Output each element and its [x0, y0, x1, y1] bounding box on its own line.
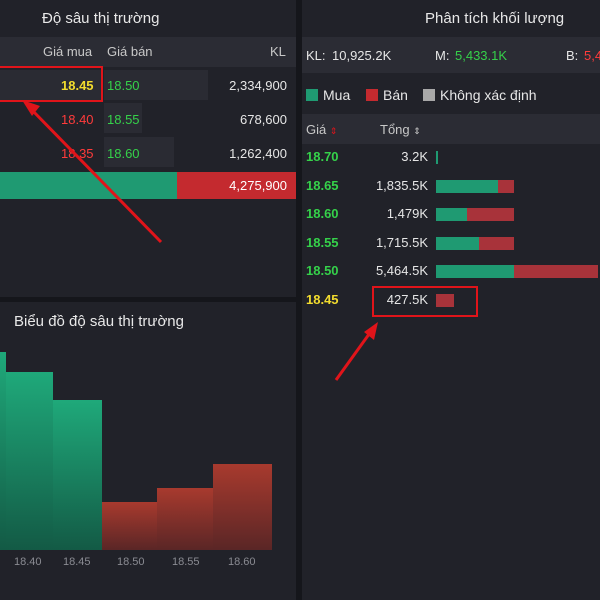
volume-row-price: 18.70: [306, 149, 339, 164]
arrow-line: [334, 329, 374, 381]
volume-row-total: 3.2K: [401, 149, 428, 164]
b-label: B:: [566, 48, 579, 63]
volume-row-price: 18.50: [306, 263, 339, 278]
highlight-box: [372, 286, 478, 317]
x-tick-label: 18.45: [63, 556, 91, 568]
legend-unknown-label: Không xác định: [440, 87, 537, 103]
arrowhead: [364, 322, 378, 340]
ask-volume: 678,600: [240, 112, 287, 127]
depth-chart-panel: Biểu đồ độ sâu thị trường 18.40 18.45 18…: [0, 302, 296, 600]
arrow-line: [28, 106, 163, 244]
volume-row-price: 18.55: [306, 234, 339, 250]
volume-row[interactable]: 18.70 3.2K: [302, 143, 600, 171]
legend-buy: Mua: [306, 87, 350, 103]
buy-depth-step: [0, 352, 6, 550]
highlight-box: [0, 66, 103, 102]
volume-row[interactable]: 18.60 1,479K: [302, 200, 600, 228]
total-sort-header[interactable]: Tổng ⇕: [380, 122, 421, 137]
market-depth-title: Độ sâu thị trường: [42, 10, 160, 27]
ask-price[interactable]: 18.50: [107, 78, 140, 93]
kl-label: KL:: [306, 48, 326, 63]
volume-row[interactable]: 18.55 1,715.5K: [302, 229, 600, 257]
buy-volume-bar: [436, 265, 514, 278]
volume-summary-bar: KL: 10,925.2K M: 5,433.1K B: 5,4: [302, 37, 600, 73]
buy-volume-bar: [436, 208, 467, 221]
total-ask-bar: [177, 172, 296, 199]
sell-volume-bar: [498, 179, 514, 193]
volume-row-total: 1,715.5K: [375, 234, 428, 250]
sell-volume-bar: [436, 293, 454, 307]
volume-row[interactable]: 18.65 1,835.5K: [302, 172, 600, 200]
sell-depth-step: [157, 488, 213, 550]
ask-row-bg: [104, 137, 174, 167]
b-value: 5,4: [584, 48, 600, 63]
total-ask-volume: 4,275,900: [229, 178, 287, 193]
legend-unknown: Không xác định: [423, 87, 537, 103]
volume-row-total: 427.5K: [386, 291, 428, 307]
bid-price[interactable]: 18.40: [61, 112, 94, 127]
arrowhead: [22, 100, 40, 116]
bid-price-header: Giá mua: [43, 44, 93, 59]
market-depth-panel: Độ sâu thị trường Giá mua Giá bán KL 18.…: [0, 0, 296, 297]
volume-row-total: 5,464.5K: [375, 263, 428, 278]
ask-price[interactable]: 18.55: [107, 112, 140, 127]
volume-row-price: 18.65: [306, 177, 339, 193]
buy-depth-step: [53, 400, 102, 550]
sort-icon: ⇕: [329, 126, 338, 136]
bid-row-bg: [0, 70, 102, 100]
volume-row-total: 1,479K: [386, 206, 428, 221]
buy-volume-bar: [436, 151, 438, 164]
sell-volume-bar: [479, 236, 514, 250]
x-tick-label: 18.50: [117, 556, 145, 568]
total-bid-bar: [0, 172, 177, 199]
volume-row-price: 18.45: [306, 291, 339, 307]
legend-sell: Bán: [366, 87, 408, 103]
ask-row-bg: [104, 70, 208, 100]
price-sort-header[interactable]: Giá ⇕: [306, 122, 338, 137]
kl-value: 10,925.2K: [332, 48, 392, 63]
volume-row[interactable]: 18.45 427.5K: [302, 286, 600, 314]
sell-depth-step: [102, 502, 157, 550]
ask-volume: 2,334,900: [229, 78, 287, 93]
buy-volume-bar: [436, 179, 498, 193]
volume-header: KL: [270, 44, 286, 59]
volume-analysis-panel: Phân tích khối lượng KL: 10,925.2K M: 5,…: [302, 0, 600, 600]
buy-depth-step: [6, 372, 53, 550]
legend-sell-swatch: [366, 89, 378, 101]
x-tick-label: 18.40: [14, 556, 42, 568]
ask-price[interactable]: 18.60: [107, 146, 140, 161]
x-tick-label: 18.60: [228, 556, 256, 568]
depth-column-header: Giá mua Giá bán KL: [0, 37, 296, 67]
depth-chart-title: Biểu đồ độ sâu thị trường: [14, 313, 184, 330]
buy-volume-bar: [436, 236, 479, 250]
volume-row-price: 18.60: [306, 206, 339, 221]
ask-row-bg: [104, 103, 142, 133]
sell-depth-step: [213, 464, 272, 550]
volume-row[interactable]: 18.50 5,464.5K: [302, 257, 600, 285]
sell-volume-bar: [467, 208, 514, 221]
ask-price-header: Giá bán: [107, 44, 153, 59]
m-value: 5,433.1K: [455, 48, 508, 63]
volume-analysis-title: Phân tích khối lượng: [425, 10, 565, 27]
legend-buy-label: Mua: [323, 87, 351, 103]
volume-column-header: Giá ⇕ Tổng ⇕: [302, 114, 600, 144]
volume-row-total: 1,835.5K: [375, 177, 428, 193]
x-tick-label: 18.55: [172, 556, 200, 568]
depth-chart: [0, 352, 272, 550]
ask-volume: 1,262,400: [229, 146, 287, 161]
sort-icon: ⇕: [413, 126, 421, 136]
legend-buy-swatch: [306, 89, 318, 101]
m-label: M:: [435, 48, 450, 63]
sell-volume-bar: [514, 265, 598, 278]
bid-price[interactable]: 18.45: [61, 78, 94, 93]
legend-unknown-swatch: [423, 89, 435, 101]
legend-sell-label: Bán: [383, 87, 408, 103]
